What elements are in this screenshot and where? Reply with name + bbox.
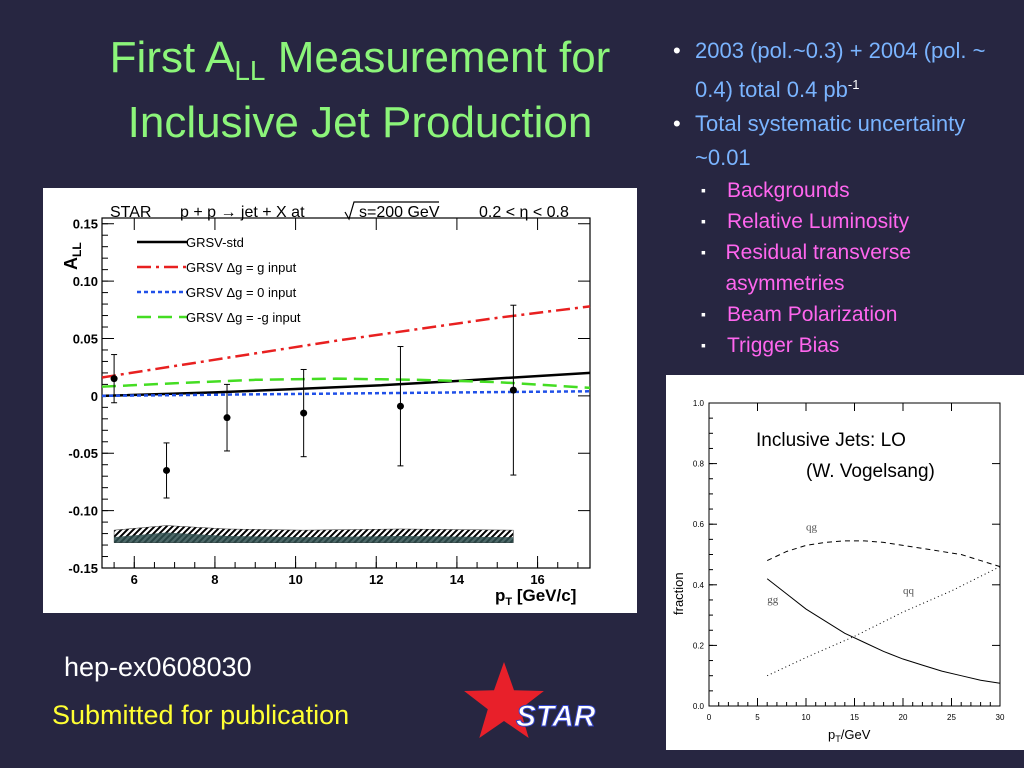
x-tick-label: 14 [450,572,465,587]
chart-annotation-line-2: (W. Vogelsang) [806,461,935,482]
y-tick-label: 0.2 [693,641,705,650]
x-axis-label: pT/GeV [828,727,871,744]
sqrt-sign [344,201,439,221]
theory-curve [101,305,591,379]
sub-bullet-item: ▪ Relative Luminosity [701,210,910,233]
x-tick-label: 8 [211,572,218,587]
x-tick-label: 10 [802,713,811,722]
subprocess-fraction-chart: 0 5 10 15 20 25 30 1.0 0.8 0.6 0.4 0.2 0.0 qg gg qq In… [666,375,1024,750]
sub-bullet-item: ▪ Backgrounds [701,179,850,202]
y-tick-label: -0.15 [68,561,98,576]
y-tick-label: 0.8 [693,460,705,469]
data-point [396,402,404,410]
y-tick-label: 0.10 [73,274,98,289]
title-line-1: First ALL Measurement for [109,33,611,86]
chart-header-eta: 0.2 < η < 0.8 [479,204,569,221]
plot-frame [101,217,591,569]
x-tick-label: 5 [755,713,760,722]
y-tick-label: 0.05 [73,331,98,346]
theory-curve [101,390,591,398]
curve-label: qg [806,521,818,533]
curve-label: qq [903,585,915,597]
x-axis-label: pT [GeV/c] [495,586,576,608]
data-point [223,414,231,422]
legend-label: GRSV Δg = 0 input [186,285,297,300]
theory-curve [101,371,591,398]
y-tick-label: 1.0 [693,399,705,408]
reference-id: hep-ex0608030 [64,652,252,682]
chart-annotation-line-1: Inclusive Jets: LO [756,430,906,451]
y-axis-label: ALL [61,242,84,270]
chart-header-energy: s=200 GeV [359,204,440,221]
subprocess-curve [766,578,1001,684]
slide-title: First ALL Measurement for Inclusive Jet … [40,32,680,149]
x-tick-label: 20 [899,713,908,722]
bullet-list: • 2003 (pol.~0.3) + 2004 (pol. ~ 0.4) to… [673,34,1018,361]
y-tick-label: 0 [91,389,98,404]
x-tick-label: 6 [131,572,138,587]
star-logo: STAR [464,662,596,738]
curve-label: gg [767,594,779,606]
y-axis-label: fraction [671,572,686,615]
y-tick-label: 0.0 [693,702,705,711]
x-tick-label: 15 [850,713,859,722]
sub-bullet-item: ▪ Residual transverse asymmetries [701,241,912,295]
y-tick-label: -0.10 [68,504,98,519]
legend-label: GRSV-std [186,235,244,250]
y-tick-label: 0.15 [73,217,98,232]
bullet-item: • 2003 (pol.~0.3) + 2004 (pol. ~ 0.4) to… [673,38,986,102]
data-point [300,409,308,417]
title-line-2: Inclusive Jet Production [127,98,593,147]
data-point [163,466,171,474]
x-tick-label: 10 [288,572,302,587]
bullet-item: • Total systematic uncertainty ~0.01 [673,111,966,170]
x-tick-label: 30 [996,713,1005,722]
subprocess-curve [766,540,1001,568]
sub-bullet-item: ▪ Trigger Bias [701,334,840,357]
star-logo-text: STAR [516,700,596,733]
y-tick-label: 0.4 [693,581,705,590]
all-measurement-chart: 6 8 10 12 14 16 0.15 0.10 0.05 0 -0.05 -0.10 -0.15 G… [43,188,637,613]
chart-header-reaction: p + p → jet + X at [180,204,305,221]
x-tick-label: 0 [707,713,712,722]
systematic-band-core [114,532,514,543]
chart-background [43,188,637,613]
data-point [509,386,517,394]
y-tick-label: -0.05 [68,446,98,461]
chart-background [666,375,1024,750]
legend-label: GRSV Δg = g input [186,260,297,275]
x-tick-label: 25 [947,713,956,722]
publication-status: Submitted for publication [52,700,350,730]
chart-header-star: STAR [110,204,151,221]
data-point [110,375,118,383]
star-logo-icon [464,662,544,738]
theory-curve [101,377,591,390]
legend-label: GRSV Δg = -g input [186,310,301,325]
sub-bullet-item: ▪ Beam Polarization [701,303,898,326]
y-tick-label: 0.6 [693,520,705,529]
x-tick-label: 16 [530,572,544,587]
x-tick-label: 12 [369,572,383,587]
